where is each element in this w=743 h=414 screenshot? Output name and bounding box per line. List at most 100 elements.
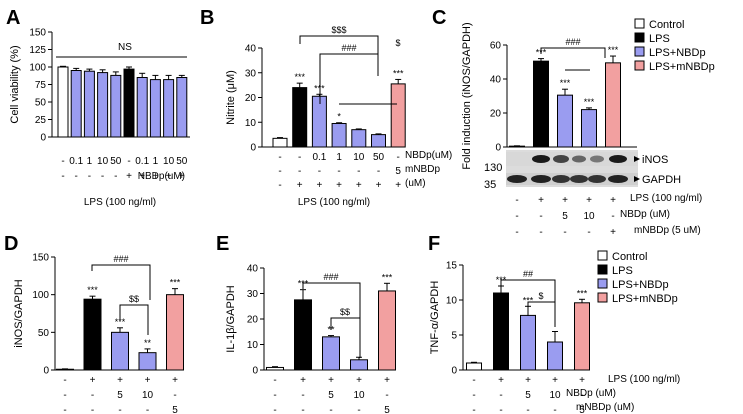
e-bracket-inner [330, 317, 361, 358]
e-cond-r2-c2: - [301, 390, 304, 401]
a-bar-6 [123, 68, 135, 138]
f-bracket-label-outer: ## [523, 269, 533, 279]
d-cond-r1-c1: - [63, 375, 66, 386]
c-cond-r1-c2: + [538, 195, 544, 206]
legend-bottom: Control LPS LPS+NBDp LPS+mNBDp [597, 250, 678, 305]
a-cond-r2-c3: - [88, 171, 91, 182]
d-sig-3: *** [115, 317, 126, 327]
panel-letter-f: F [428, 233, 440, 255]
blot-gapdh-band-4 [570, 175, 588, 183]
a-bar-7 [136, 77, 148, 138]
f-sig-5: *** [577, 288, 588, 298]
legend-control: Control [649, 19, 684, 31]
d-bar-2 [83, 298, 102, 371]
c-cond-r2-c3: 5 [562, 211, 568, 222]
e-bracket-label-outer: ### [323, 272, 338, 282]
legend2-lps: LPS [612, 265, 633, 277]
panel-letter-b: B [200, 7, 214, 29]
f-cond-r1-c2: + [498, 375, 504, 386]
e-ytick-label: 10 [247, 340, 259, 351]
a-cond-r2-c6: + [126, 171, 132, 182]
f-cond-r3-c1: - [472, 405, 475, 414]
a-ytick-label: 50 [35, 98, 47, 109]
a-cond-r1-c5: 50 [110, 156, 122, 167]
b-ytick-label: 10 [245, 118, 257, 129]
blot-gapdh-band-6 [608, 175, 628, 183]
b-cond-r3-c7: + [395, 180, 401, 191]
f-bracket-label-inner: $ [538, 291, 543, 301]
f-cond-r2-c3: 5 [525, 390, 531, 401]
f-cond-r1-c1: - [472, 375, 475, 386]
d-bracket-inner [119, 304, 149, 335]
legend2-swatch-lps [597, 264, 608, 275]
a-cond-r2-c10: + [179, 171, 185, 182]
blot-gapdh-band-3 [552, 175, 570, 183]
legend-lps: LPS [649, 33, 670, 45]
d-ytick-label: 0 [43, 366, 49, 377]
e-cond-r1-c5: + [384, 375, 390, 386]
c-cond-r1-c1: - [515, 195, 518, 206]
f-y-axis-label: TNF-α/GAPDH [429, 281, 441, 355]
b-row-label-mnbdp: mNBDp [405, 164, 440, 175]
b-cond-r3-c3: + [316, 180, 322, 191]
legend2-control: Control [612, 251, 647, 263]
blot-inos-band-4 [572, 155, 586, 163]
f-cond-r1-c3: + [525, 375, 531, 386]
f-cond-r3-c2: - [499, 405, 502, 414]
a-cond-r2-c5: - [114, 171, 117, 182]
b-sig-2: *** [294, 72, 305, 82]
e-cond-r1-c3: + [328, 375, 334, 386]
blot-inos-band-6 [609, 155, 627, 163]
e-cond-r3-c2: - [301, 405, 304, 414]
legend2-lps-nbdp: LPS+NBDp [612, 279, 669, 291]
b-cond-r1-c7: - [397, 152, 400, 163]
a-cond-r1-c1: - [61, 156, 64, 167]
c-y-axis-label: Fold induction (iNOS/GAPDH) [461, 22, 473, 169]
western-blot: iNOS GAPDH 130 35 [484, 150, 681, 191]
c-row-label-nbdp: NBDp (uM) [620, 209, 670, 220]
c-bar-3 [557, 94, 573, 148]
b-ytick-label: 40 [245, 44, 257, 55]
a-cond-r1-c10: 50 [176, 156, 188, 167]
legend-swatch-control [634, 18, 645, 29]
c-bracket-label-main: ### [565, 37, 580, 47]
legend2-swatch-nbdp [597, 278, 608, 289]
a-bar-9 [163, 79, 175, 138]
d-ytick-label: 100 [32, 290, 49, 301]
b-cond-r3-c4: + [336, 180, 342, 191]
blot-mw-35: 35 [484, 179, 496, 191]
blot-label-gapdh: GAPDH [642, 174, 681, 186]
b-cond-r3-c2: + [297, 180, 303, 191]
b-ytick-label: 0 [250, 143, 256, 154]
b-bar-1 [272, 137, 288, 148]
b-bar-3 [311, 95, 327, 148]
e-cond-r1-c2: + [300, 375, 306, 386]
f-bracket-inner [527, 301, 556, 327]
f-row-label-lps: LPS (100 ng/ml) [608, 374, 680, 385]
a-ytick-label: 25 [35, 115, 47, 126]
b-row-label-um: (uM) [405, 178, 426, 189]
c-cond-r1-c4: + [586, 195, 592, 206]
blot-inos-band-5 [590, 155, 604, 163]
a-row-label-nbdp: NBDp(uM) [138, 171, 185, 182]
e-cond-r3-c5: 5 [384, 405, 390, 414]
b-cond-r1-c6: 50 [373, 152, 385, 163]
a-ns-annotation: NS [118, 42, 132, 53]
f-cond-r1-c5: + [579, 375, 585, 386]
f-bar-3 [520, 314, 536, 371]
legend-swatch-mnbdp [634, 60, 645, 71]
a-bar-8 [149, 79, 161, 138]
c-ytick-label: 20 [490, 109, 502, 120]
b-sig-4: * [337, 112, 341, 122]
a-ytick-label: 0 [40, 133, 46, 144]
c-cond-r2-c5: - [611, 211, 614, 222]
f-bar-1 [466, 362, 482, 371]
d-y-axis-label: iNOS/GAPDH [13, 279, 25, 348]
a-cond-r1-c9: 10 [163, 156, 175, 167]
d-cond-r1-c4: + [145, 375, 151, 386]
b-bracket-label-mid: ### [341, 43, 356, 53]
legend-swatch-nbdp [634, 46, 645, 57]
c-bracket-main [540, 47, 606, 58]
c-cond-r2-c2: - [539, 211, 542, 222]
